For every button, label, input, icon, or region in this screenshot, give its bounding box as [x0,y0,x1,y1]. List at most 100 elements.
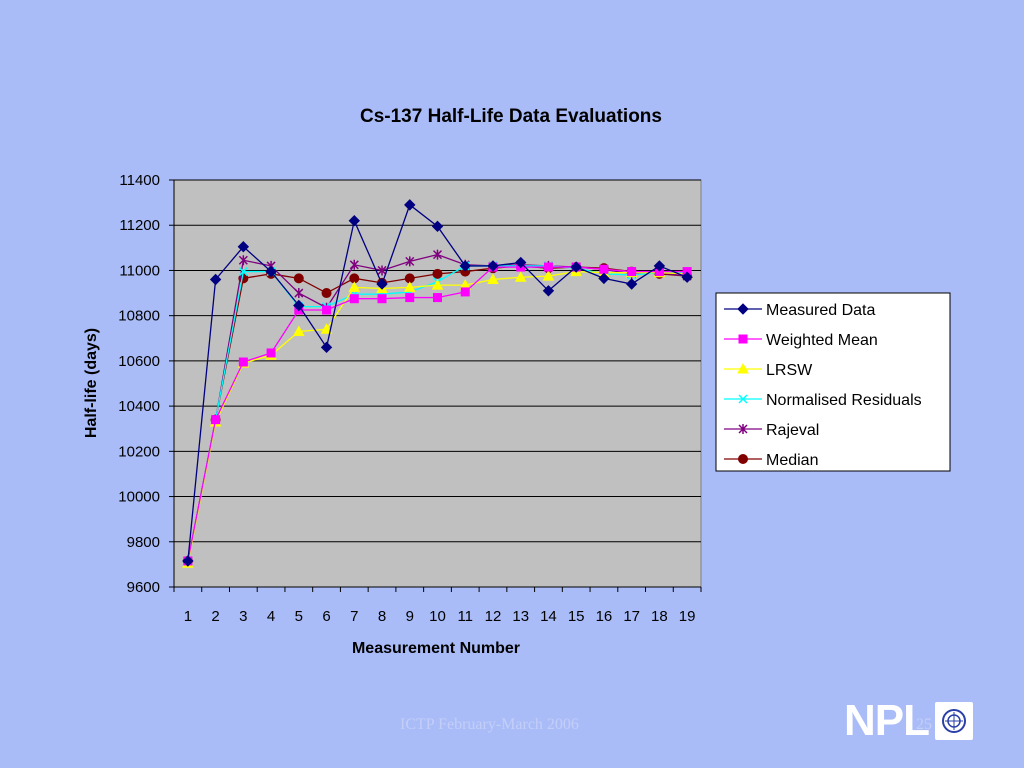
x-tick-label: 15 [568,608,585,625]
y-tick-label: 10000 [118,489,160,506]
data-point [570,261,582,273]
data-point [515,256,527,269]
data-point [431,279,444,290]
data-point [321,288,332,299]
data-point [460,287,470,297]
legend-item: Median [724,452,818,469]
data-point [376,278,388,290]
data-point [542,285,555,297]
plot-area [173,179,702,588]
x-tick-label: 3 [239,608,247,625]
data-point [348,214,360,227]
page-number: 25 [916,716,932,733]
data-point [182,555,194,567]
y-tick-label: 10400 [118,398,160,415]
data-point [681,271,693,283]
data-point [433,293,442,303]
logo-text: NPL [844,696,930,745]
series-measured-data [182,199,693,567]
y-axis-label: Half-life (days) [83,328,100,438]
legend-label: LRSW [766,362,813,379]
data-point [238,267,248,277]
data-point [543,262,553,272]
npl-logo: NPL [844,696,973,745]
data-point [542,270,555,281]
data-point [514,271,527,282]
x-tick-label: 19 [679,608,696,625]
legend-label: Weighted Mean [766,332,878,349]
data-point [238,357,248,367]
data-point [348,281,361,292]
y-tick-label: 10600 [118,353,160,370]
y-tick-label: 9800 [127,534,160,551]
x-tick-label: 7 [350,608,358,625]
x-tick-label: 16 [596,608,613,625]
data-point [349,294,359,304]
data-point [238,255,248,266]
data-point [320,341,333,354]
x-tick-label: 4 [267,608,275,625]
chart-title: Cs-137 Half-Life Data Evaluations [360,106,662,127]
x-tick-label: 10 [429,608,446,625]
x-tick-label: 6 [322,608,330,625]
legend-item: Weighted Mean [724,332,878,349]
y-tick-label: 11200 [119,217,160,234]
data-point [404,199,416,211]
x-tick-label: 12 [485,608,502,625]
npl-crest-icon [935,702,973,740]
data-point [266,348,276,358]
legend-item: Normalised Residuals [724,392,922,409]
data-point [405,293,415,303]
y-tick-label: 9600 [127,579,160,596]
legend: Measured Data Weighted Mean LRSW Normalised… [715,292,951,472]
legend-label: Rajeval [766,422,819,439]
data-point [653,260,666,272]
y-axis-ticks: 9600 9800 10000 10200 10400 10600 10800 11000 11… [118,172,175,596]
x-tick-label: 9 [406,608,414,625]
data-point [403,281,416,292]
data-point [431,220,444,233]
data-point [432,249,443,260]
data-point [627,267,637,277]
legend-item: Measured Data [724,302,875,319]
x-axis-ticks: 1 2 3 4 5 6 7 8 9 10 11 12 13 14 15 16 17 18 19 [173,586,702,625]
legend-marker [737,362,749,374]
data-point [209,273,222,286]
data-point [487,260,499,272]
legend-label: Measured Data [766,302,875,319]
data-point [625,278,638,290]
x-axis-label: Measurement Number [352,640,520,657]
x-tick-label: 8 [378,608,386,625]
data-point [377,294,387,304]
data-point [598,272,610,285]
data-point [349,259,359,270]
series-group [182,199,693,568]
legend-label: Median [766,452,818,469]
data-point [487,273,499,284]
x-tick-label: 5 [295,608,303,625]
data-point [432,268,443,279]
legend-marker [738,394,748,404]
data-point [265,265,277,278]
y-tick-label: 10800 [118,308,160,325]
data-point [211,415,221,425]
data-point [237,240,250,253]
y-tick-label: 11400 [119,172,160,189]
legend-label: Normalised Residuals [766,392,922,409]
legend-marker [738,334,748,344]
legend-marker [738,424,748,434]
data-point [405,256,415,267]
footer-text: ICTP February-March 2006 [400,716,579,733]
legend-item: LRSW [724,362,813,379]
x-tick-label: 17 [623,608,640,625]
x-tick-label: 14 [540,608,557,625]
legend-marker [738,454,748,464]
data-point [294,288,304,299]
legend-item: Rajeval [724,422,819,439]
data-point [293,299,305,312]
data-point [322,305,332,315]
data-point [292,325,305,336]
legend-marker [737,303,749,315]
data-point [377,265,387,276]
